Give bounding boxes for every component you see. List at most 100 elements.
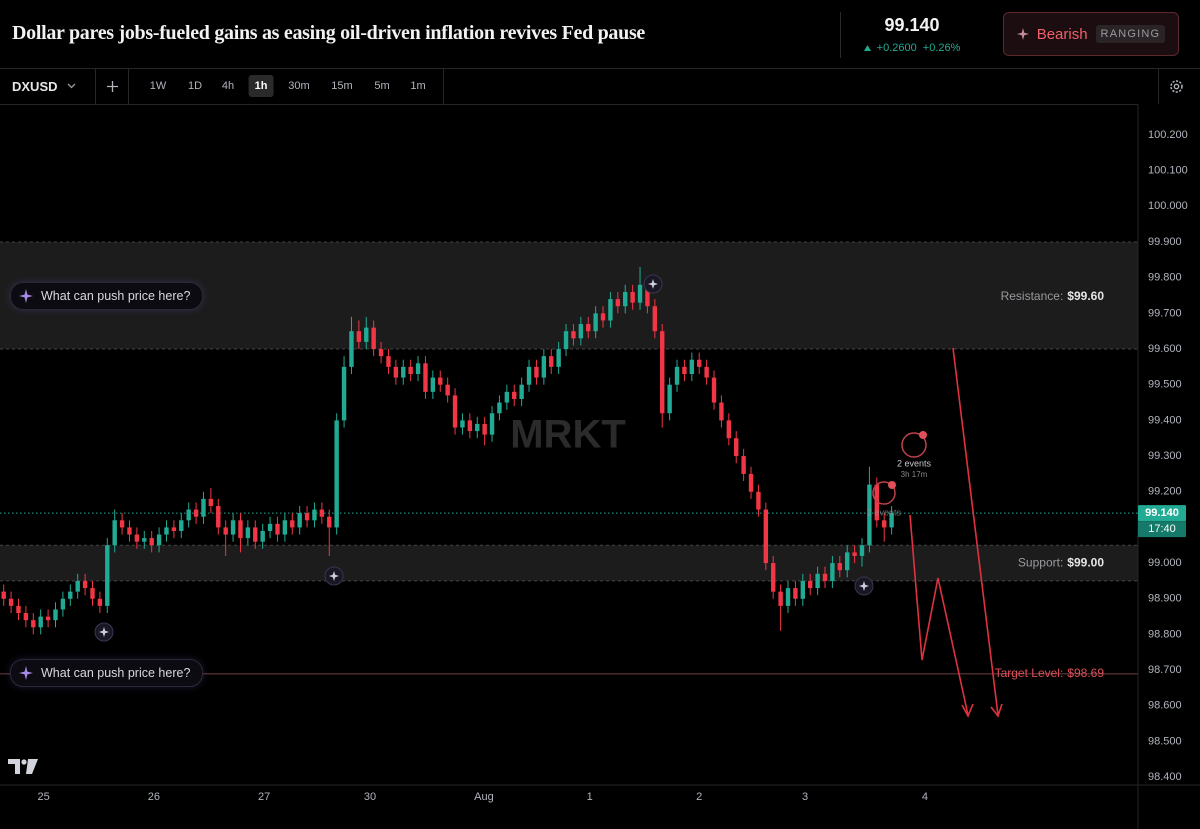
candle-body bbox=[660, 331, 665, 414]
x-tick-label: Aug bbox=[474, 791, 494, 803]
separator bbox=[1158, 69, 1159, 104]
candle-body bbox=[874, 484, 880, 521]
candle-body bbox=[475, 423, 480, 432]
candle-body bbox=[75, 580, 80, 592]
target-price: $98.69 bbox=[1067, 666, 1104, 680]
candle-body bbox=[734, 438, 739, 457]
last-price-label: 99.140 bbox=[1145, 507, 1179, 519]
candle-body bbox=[164, 527, 169, 535]
candle-body bbox=[497, 402, 502, 414]
candle-body bbox=[401, 366, 406, 378]
zone-label: Resistance: bbox=[1001, 289, 1064, 303]
candle-body bbox=[290, 520, 295, 528]
separator bbox=[128, 69, 129, 104]
separator bbox=[840, 12, 841, 58]
timeframe-button[interactable]: 1m bbox=[410, 80, 426, 92]
ask-label: What can push price here? bbox=[41, 666, 191, 680]
timeframe-button[interactable]: 1D bbox=[187, 80, 203, 92]
timeframe-button[interactable]: 1h bbox=[248, 75, 274, 97]
candle-body bbox=[489, 413, 495, 435]
candle-body bbox=[682, 366, 687, 375]
event-label: 2 events bbox=[867, 507, 902, 517]
y-tick-label: 99.900 bbox=[1148, 236, 1182, 248]
sparkle-icon bbox=[1016, 28, 1029, 40]
event-dot bbox=[919, 431, 927, 439]
candle-body bbox=[193, 509, 199, 517]
ask-button[interactable]: What can push price here? bbox=[10, 282, 204, 310]
timeframe-button[interactable]: 1W bbox=[149, 80, 167, 92]
timeframe-button[interactable]: 4h bbox=[221, 80, 235, 92]
arrowhead bbox=[990, 703, 1003, 718]
event-ring[interactable] bbox=[901, 432, 927, 458]
candle-body bbox=[541, 356, 547, 378]
candle-body bbox=[726, 420, 732, 439]
ai-marker[interactable] bbox=[324, 566, 344, 586]
y-tick-label: 100.000 bbox=[1148, 200, 1188, 212]
candle-body bbox=[171, 527, 177, 531]
candle-body bbox=[341, 366, 347, 421]
y-tick-label: 98.700 bbox=[1148, 664, 1182, 676]
candle-body bbox=[223, 527, 228, 535]
candle-body bbox=[238, 520, 243, 539]
ai-markers bbox=[94, 274, 874, 642]
zone-price: $99.60 bbox=[1067, 289, 1104, 303]
candle-body bbox=[105, 545, 110, 606]
candle-body bbox=[793, 588, 798, 599]
y-tick-label: 100.100 bbox=[1148, 165, 1188, 177]
candle-body bbox=[430, 377, 436, 392]
y-tick-label: 99.500 bbox=[1148, 379, 1182, 391]
candle-body bbox=[697, 359, 702, 367]
candle-body bbox=[549, 356, 554, 367]
settings-button[interactable] bbox=[1168, 78, 1185, 95]
add-button[interactable] bbox=[106, 80, 119, 93]
candle-body bbox=[297, 513, 302, 528]
candle-body bbox=[216, 506, 221, 528]
y-tick-label: 98.800 bbox=[1148, 628, 1182, 640]
candle-body bbox=[371, 327, 376, 350]
candle-body bbox=[386, 356, 391, 367]
event-time: 3h 17m bbox=[901, 470, 928, 479]
candle-body bbox=[393, 366, 399, 378]
candle-body bbox=[452, 395, 458, 428]
logo-part bbox=[8, 759, 20, 774]
candle-body bbox=[526, 366, 532, 385]
candle-body bbox=[600, 313, 606, 321]
timeframe-button[interactable]: 5m bbox=[374, 80, 390, 92]
candle-body bbox=[245, 527, 251, 539]
candle-body bbox=[830, 563, 835, 581]
x-tick-label: 2 bbox=[696, 791, 702, 803]
candle-body bbox=[45, 616, 51, 621]
candle-body bbox=[334, 420, 339, 528]
chevron bbox=[67, 83, 76, 89]
ai-marker[interactable] bbox=[94, 622, 114, 642]
candle-body bbox=[623, 291, 628, 307]
candle-body bbox=[630, 291, 635, 303]
zone-label: Support: bbox=[1018, 555, 1063, 569]
candle-body bbox=[208, 498, 214, 507]
x-tick-label: 4 bbox=[922, 791, 928, 803]
candle-body bbox=[304, 513, 310, 521]
sentiment: Bearish bbox=[1036, 25, 1088, 43]
candle-body bbox=[586, 324, 591, 332]
y-tick-label: 98.900 bbox=[1148, 593, 1182, 605]
event-ring[interactable] bbox=[872, 481, 896, 505]
timeframe-button[interactable]: 30m bbox=[288, 80, 310, 92]
candle-body bbox=[23, 613, 29, 621]
y-tick-label: 99.300 bbox=[1148, 450, 1182, 462]
candle-body bbox=[260, 530, 265, 542]
candle-body bbox=[741, 456, 746, 474]
target-label: Target Level: bbox=[995, 666, 1064, 680]
sentiment-badge[interactable]: Bearish RANGING bbox=[1003, 12, 1179, 56]
ai-marker[interactable] bbox=[643, 274, 663, 294]
ask-button[interactable]: What can push price here? bbox=[10, 659, 204, 687]
candle-body bbox=[60, 598, 66, 610]
symbol[interactable]: DXUSD bbox=[12, 79, 58, 94]
candle-body bbox=[800, 580, 806, 599]
y-tick-label: 98.600 bbox=[1148, 700, 1182, 712]
timeframe-button[interactable]: 15m bbox=[331, 80, 353, 92]
ai-marker[interactable] bbox=[854, 576, 874, 596]
candle-body bbox=[778, 591, 783, 606]
y-tick-label: 99.700 bbox=[1148, 307, 1182, 319]
candle-body bbox=[408, 366, 413, 375]
logo-part bbox=[26, 759, 38, 774]
